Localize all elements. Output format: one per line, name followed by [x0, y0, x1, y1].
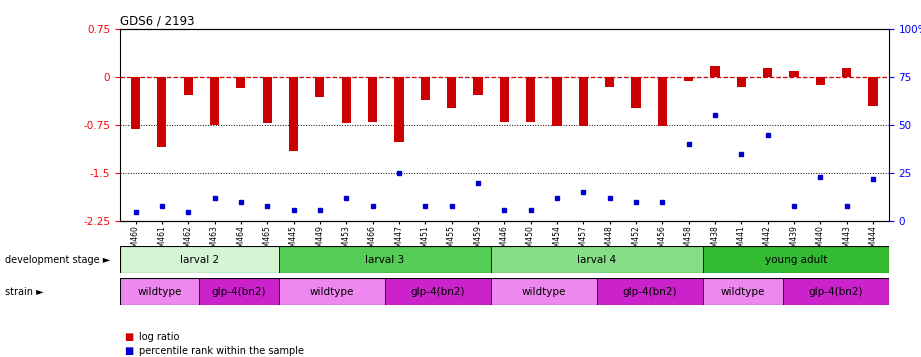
Text: ■: ■	[124, 332, 134, 342]
Bar	[499, 77, 509, 122]
Bar	[737, 77, 746, 87]
Text: glp-4(bn2): glp-4(bn2)	[809, 287, 863, 297]
Bar	[605, 77, 614, 87]
Bar	[658, 77, 667, 126]
Text: percentile rank within the sample: percentile rank within the sample	[139, 346, 304, 356]
Text: larval 4: larval 4	[577, 255, 617, 265]
Text: glp-4(bn2): glp-4(bn2)	[212, 287, 266, 297]
Bar	[553, 77, 562, 126]
Bar	[157, 77, 167, 147]
Bar	[279, 278, 385, 305]
Bar	[816, 77, 825, 85]
Text: ■: ■	[124, 346, 134, 356]
Bar	[210, 77, 219, 125]
Bar	[120, 278, 199, 305]
Text: glp-4(bn2): glp-4(bn2)	[411, 287, 465, 297]
Bar	[289, 77, 298, 151]
Bar	[631, 77, 640, 107]
Text: wildtype: wildtype	[309, 287, 354, 297]
Bar	[394, 77, 403, 142]
Bar	[491, 246, 703, 273]
Bar	[120, 246, 279, 273]
Bar	[684, 77, 694, 81]
Bar	[710, 66, 719, 77]
Bar	[597, 278, 703, 305]
Bar	[578, 77, 588, 126]
Bar	[447, 77, 456, 107]
Text: wildtype: wildtype	[721, 287, 765, 297]
Bar	[763, 69, 772, 77]
Text: GDS6 / 2193: GDS6 / 2193	[120, 14, 194, 27]
Bar	[842, 69, 851, 77]
Text: wildtype: wildtype	[522, 287, 566, 297]
Text: larval 3: larval 3	[366, 255, 404, 265]
Text: development stage ►: development stage ►	[5, 255, 110, 265]
Bar	[199, 278, 279, 305]
Bar	[183, 77, 192, 95]
Bar	[279, 246, 491, 273]
Text: larval 2: larval 2	[180, 255, 219, 265]
Bar	[131, 77, 140, 130]
Text: log ratio: log ratio	[139, 332, 180, 342]
Bar	[473, 77, 483, 95]
Bar	[703, 246, 889, 273]
Bar	[703, 278, 783, 305]
Text: wildtype: wildtype	[137, 287, 181, 297]
Bar	[262, 77, 272, 123]
Bar	[789, 71, 799, 77]
Bar	[315, 77, 324, 97]
Bar	[526, 77, 535, 122]
Bar	[237, 77, 246, 88]
Bar	[869, 77, 878, 106]
Text: young adult: young adult	[764, 255, 827, 265]
Bar	[342, 77, 351, 123]
Bar	[491, 278, 597, 305]
Bar	[783, 278, 889, 305]
Bar	[385, 278, 491, 305]
Bar	[368, 77, 378, 122]
Text: strain ►: strain ►	[5, 287, 43, 297]
Bar	[421, 77, 430, 100]
Text: glp-4(bn2): glp-4(bn2)	[623, 287, 677, 297]
